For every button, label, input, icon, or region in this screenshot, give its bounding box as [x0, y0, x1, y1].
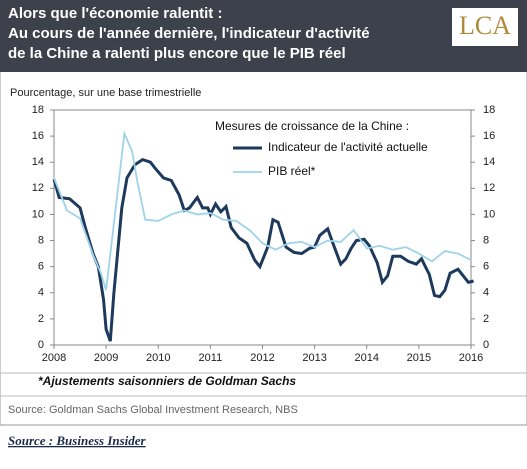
x-tick-label: 2015 [407, 352, 431, 364]
chart-title: Au cours de l'année dernière, l'indicate… [8, 25, 370, 42]
legend-label: Indicateur de l'activité actuelle [268, 140, 428, 154]
x-tick-label: 2014 [355, 352, 379, 364]
y2-tick-label: 18 [483, 104, 495, 116]
x-tick-label: 2010 [146, 352, 170, 364]
y-tick-label: 12 [32, 182, 44, 194]
x-tick-label: 2013 [302, 352, 326, 364]
x-tick-label: 2016 [459, 352, 483, 364]
legend-title: Mesures de croissance de la Chine : [215, 119, 409, 133]
y2-tick-label: 4 [483, 287, 489, 299]
x-tick-label: 2009 [94, 352, 118, 364]
chart-title: Alors que l'économie ralentit : [8, 5, 222, 22]
line-series [53, 130, 472, 291]
y-tick-label: 8 [38, 234, 44, 246]
source: Source: Goldman Sachs Global Investment … [8, 404, 298, 416]
y-tick-label: 14 [32, 156, 44, 168]
y2-tick-label: 6 [483, 261, 489, 273]
x-tick-label: 2008 [42, 352, 66, 364]
y-tick-label: 0 [38, 339, 44, 351]
logo: LCA [459, 11, 511, 40]
y2-tick-label: 16 [483, 130, 495, 142]
banner [0, 0, 527, 72]
line-series [52, 157, 474, 342]
y2-tick-label: 8 [483, 234, 489, 246]
y-tick-label: 2 [38, 313, 44, 325]
subtitle: Pourcentage, sur une base trimestrielle [10, 87, 201, 99]
y-tick-label: 18 [32, 104, 44, 116]
logo-box [452, 8, 518, 46]
y-tick-label: 6 [38, 261, 44, 273]
y2-tick-label: 10 [483, 208, 495, 220]
x-tick-label: 2011 [199, 352, 223, 364]
y2-tick-label: 14 [483, 156, 495, 168]
y-tick-label: 10 [32, 208, 44, 220]
y-tick-label: 16 [32, 130, 44, 142]
chart-title: de la Chine a ralenti plus encore que le… [8, 45, 346, 62]
credit: Source : Business Insider [8, 433, 147, 448]
y-tick-label: 4 [38, 287, 44, 299]
footnote: *Ajustements saisonniers de Goldman Sach… [38, 374, 296, 388]
x-tick-label: 2012 [250, 352, 274, 364]
y2-tick-label: 12 [483, 182, 495, 194]
y2-tick-label: 2 [483, 313, 489, 325]
y2-tick-label: 0 [483, 339, 489, 351]
legend-label: PIB réel* [268, 164, 316, 178]
